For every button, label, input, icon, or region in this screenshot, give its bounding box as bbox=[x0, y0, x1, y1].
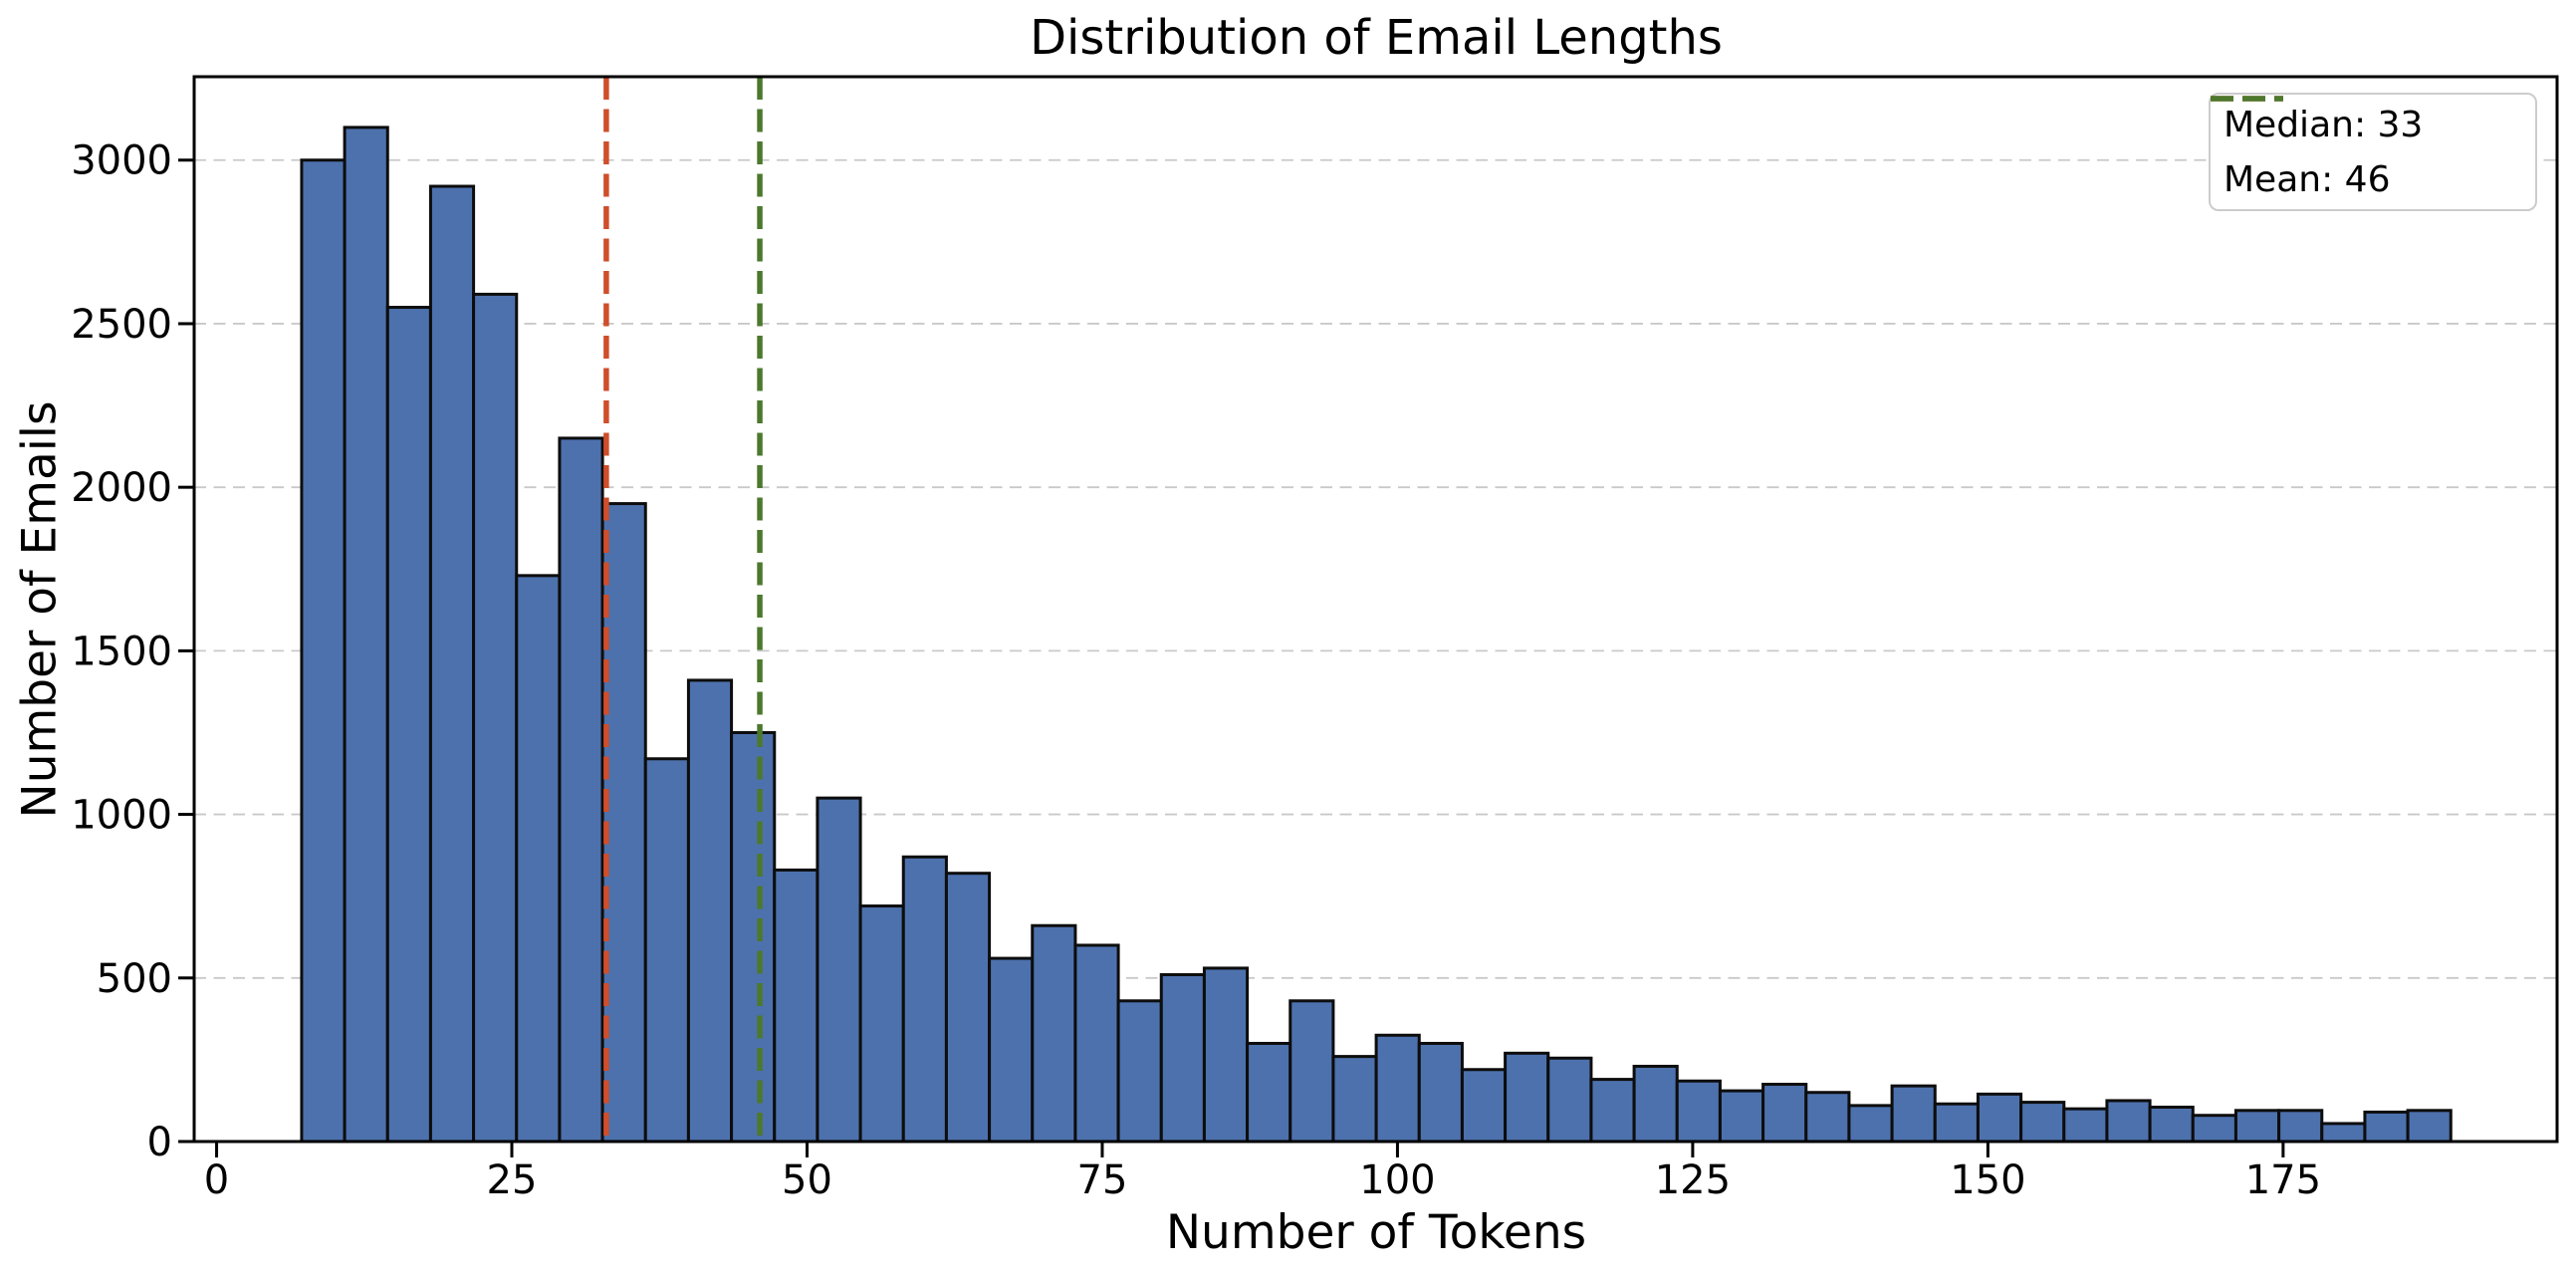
histogram-bar bbox=[1632, 1064, 1679, 1144]
histogram-bar bbox=[816, 796, 862, 1144]
legend-label: Median: 33 bbox=[2224, 104, 2424, 145]
histogram-bar bbox=[1374, 1033, 1421, 1144]
histogram-bar bbox=[1804, 1091, 1851, 1144]
histogram-bar bbox=[988, 956, 1035, 1144]
histogram-bar bbox=[385, 306, 432, 1144]
y-tick-label: 2000 bbox=[71, 465, 172, 511]
histogram-bar bbox=[472, 292, 519, 1144]
histogram-bar bbox=[2019, 1101, 2066, 1144]
legend-item-median: Median: 33 bbox=[2211, 96, 2535, 152]
histogram-bar bbox=[1847, 1104, 1894, 1144]
histogram-bar bbox=[1546, 1056, 1593, 1144]
y-tick-label: 500 bbox=[97, 956, 172, 1002]
y-axis-label: Number of Emails bbox=[12, 400, 68, 819]
y-tick-label: 1000 bbox=[71, 793, 172, 839]
histogram-bar bbox=[1116, 999, 1163, 1144]
histogram-bar bbox=[558, 436, 604, 1144]
legend-label: Mean: 46 bbox=[2224, 158, 2391, 200]
histogram-bar bbox=[600, 502, 647, 1144]
histogram-bar bbox=[1890, 1084, 1937, 1144]
histogram-bar bbox=[1460, 1068, 1508, 1144]
histogram-bar bbox=[1417, 1041, 1464, 1144]
histogram-bar bbox=[1073, 943, 1120, 1144]
histogram-bar bbox=[300, 158, 347, 1144]
x-tick-label: 75 bbox=[1077, 1157, 1128, 1203]
histogram-bar bbox=[1504, 1051, 1550, 1144]
histogram-bar bbox=[1331, 1055, 1378, 1144]
histogram-bar bbox=[2233, 1109, 2281, 1144]
histogram-bar bbox=[1589, 1078, 1636, 1144]
histogram-bar bbox=[2191, 1114, 2237, 1144]
histogram-bar bbox=[1288, 999, 1335, 1144]
histogram-bar bbox=[2320, 1122, 2367, 1144]
histogram-bar bbox=[1675, 1079, 1722, 1144]
x-tick-label: 0 bbox=[204, 1157, 229, 1203]
histogram-bar bbox=[2105, 1099, 2152, 1144]
histogram-bar bbox=[1202, 966, 1250, 1144]
x-tick-label: 50 bbox=[782, 1157, 832, 1203]
y-tick-label: 1500 bbox=[71, 629, 172, 674]
plot-spines bbox=[192, 75, 2559, 1144]
histogram-bar bbox=[901, 855, 948, 1144]
histogram-bar bbox=[1933, 1102, 1980, 1144]
histogram-bar bbox=[643, 757, 690, 1144]
histogram-bar bbox=[944, 872, 992, 1144]
y-tick-label: 2500 bbox=[71, 302, 172, 348]
histogram-bar bbox=[1976, 1092, 2023, 1144]
chart-title: Distribution of Email Lengths bbox=[1030, 10, 1723, 66]
histogram-bar bbox=[428, 184, 476, 1144]
y-tick-label: 3000 bbox=[71, 138, 172, 184]
histogram-bar bbox=[858, 904, 905, 1144]
x-tick-label: 175 bbox=[2245, 1157, 2321, 1203]
legend: Median: 33 Mean: 46 bbox=[2209, 93, 2537, 211]
histogram-bar bbox=[343, 126, 389, 1144]
histogram-bar bbox=[1031, 923, 1077, 1144]
histogram-bar bbox=[773, 868, 820, 1144]
histogram-bar bbox=[1718, 1089, 1765, 1144]
histogram-bar bbox=[1159, 973, 1206, 1144]
mean-line-sample-icon bbox=[2211, 96, 2283, 102]
legend-item-mean: Mean: 46 bbox=[2211, 96, 2535, 207]
histogram-bar bbox=[2406, 1109, 2453, 1144]
histogram-bar bbox=[730, 730, 777, 1144]
x-tick-label: 25 bbox=[487, 1157, 538, 1203]
x-tick-label: 150 bbox=[1950, 1157, 2025, 1203]
histogram-bar bbox=[2148, 1106, 2195, 1144]
y-tick-label: 0 bbox=[147, 1120, 172, 1165]
histogram-bar bbox=[686, 678, 734, 1144]
x-axis-label: Number of Tokens bbox=[1165, 1205, 1587, 1260]
x-tick-label: 125 bbox=[1655, 1157, 1731, 1203]
histogram-bar bbox=[1761, 1083, 1808, 1144]
histogram-bar bbox=[515, 574, 562, 1144]
x-tick-label: 100 bbox=[1359, 1157, 1435, 1203]
histogram-bar bbox=[1246, 1041, 1292, 1144]
histogram-bar bbox=[2062, 1107, 2109, 1144]
histogram-bar bbox=[2363, 1110, 2410, 1144]
histogram-bar bbox=[2277, 1109, 2324, 1144]
